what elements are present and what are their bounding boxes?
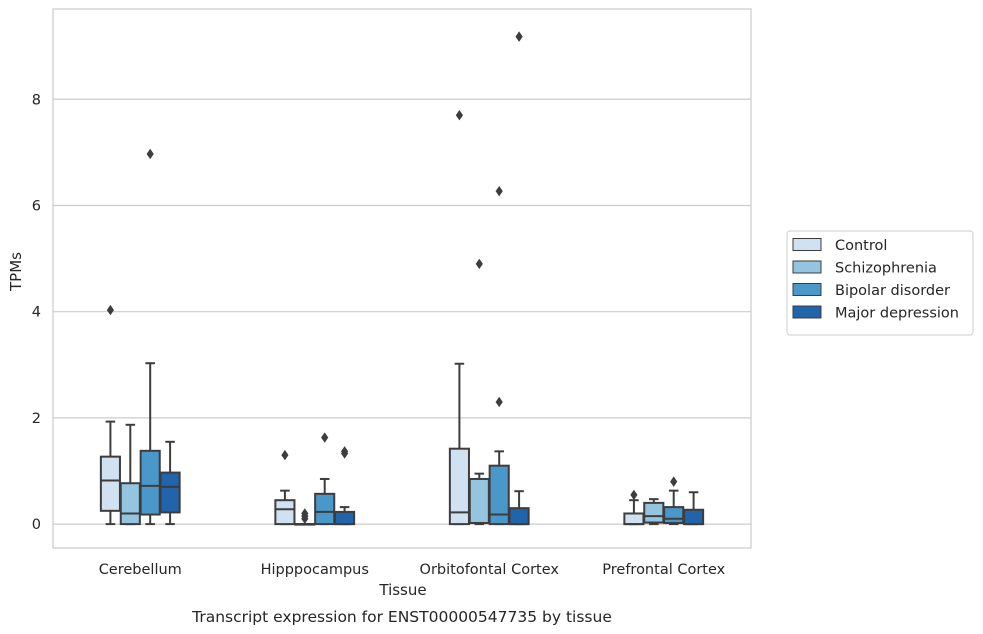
figure-caption: Transcript expression for ENST0000054773… [191, 608, 612, 626]
outlier-point [515, 31, 523, 42]
outlier-point [146, 148, 154, 160]
box-iqr [508, 507, 530, 526]
outlier-point [455, 110, 464, 121]
x-tick-label: Hipppocampus [261, 562, 369, 578]
box-iqr [119, 482, 141, 526]
y-tick-label: 4 [32, 305, 41, 321]
box-element [508, 31, 530, 526]
box-iqr [274, 499, 296, 526]
box-iqr [623, 512, 645, 526]
outlier-point [475, 258, 483, 270]
outlier-point [281, 449, 289, 461]
series-control [99, 110, 645, 526]
box-element [99, 304, 121, 526]
y-tick-label: 6 [32, 198, 41, 214]
legend-frame [786, 230, 974, 336]
box-element [448, 110, 470, 526]
box-iqr [468, 477, 490, 525]
box-element [623, 489, 645, 526]
legend-swatch [792, 238, 822, 251]
y-tick-label: 8 [32, 92, 41, 108]
series-major-depression [159, 31, 705, 526]
legend-label: Schizophrenia [835, 261, 937, 277]
box-element [643, 498, 665, 526]
legend-label: Control [835, 238, 887, 254]
box-iqr [663, 506, 685, 525]
box-element [274, 449, 296, 526]
legend: Control Schizophrenia Bipolar disorder Majo… [786, 230, 974, 336]
box-iqr [488, 464, 510, 526]
outlier-point [340, 446, 349, 457]
outlier-point [495, 396, 503, 408]
x-tick-label: Prefrontal Cortex [602, 562, 725, 578]
y-axis-title: TPMs [7, 252, 25, 292]
series-schizophrenia [119, 258, 665, 526]
outlier-point [670, 476, 678, 487]
outlier-point [301, 508, 309, 519]
box-iqr [683, 508, 705, 526]
box-element [663, 476, 685, 526]
box-element [314, 432, 336, 526]
x-tick-labels: Cerebellum Hipppocampus Orbitofontal Corte… [99, 562, 726, 578]
legend-label: Major depression [835, 306, 959, 322]
box-iqr [643, 501, 665, 524]
legend-swatch [792, 305, 822, 319]
x-axis-title: Tissue [378, 581, 426, 599]
y-tick-labels: 0 2 4 6 8 [32, 92, 41, 533]
x-tick-label: Cerebellum [99, 562, 182, 578]
box-iqr [159, 471, 181, 514]
x-tick-label: Orbitofontal Cortex [420, 562, 560, 578]
outlier-point [321, 432, 329, 443]
outlier-point [630, 489, 638, 501]
legend-swatch [792, 260, 822, 274]
box-iqr [334, 510, 356, 526]
box-iqr [314, 492, 336, 526]
outlier-point [106, 304, 115, 316]
legend-swatch [792, 283, 822, 296]
box-element [488, 185, 510, 526]
box-iqr [99, 455, 121, 512]
box-plot-series [99, 31, 705, 526]
plot-frame [52, 8, 752, 549]
box-element [334, 446, 356, 526]
box-element [119, 423, 141, 526]
box-element [468, 258, 490, 526]
box-element [683, 491, 705, 526]
series-bipolar-disorder [139, 148, 685, 526]
outlier-point [495, 185, 503, 197]
y-tick-label: 0 [32, 517, 41, 533]
box-element [294, 508, 316, 526]
y-tick-label: 2 [32, 411, 41, 427]
box-element [159, 440, 181, 526]
box-iqr [139, 449, 161, 516]
legend-label: Bipolar disorder [835, 283, 950, 299]
